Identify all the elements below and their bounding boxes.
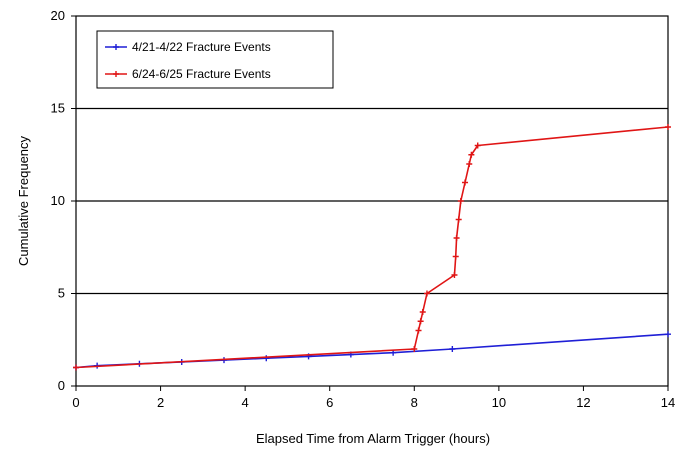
data-point-series-1-9: [449, 346, 456, 352]
x-tick-label-14: 14: [661, 395, 675, 410]
y-axis-label: Cumulative Frequency: [16, 135, 31, 266]
data-point-series-2-11: [462, 179, 469, 186]
x-tick-label-6: 6: [326, 395, 333, 410]
data-point-series-1-10: [665, 331, 671, 338]
x-tick-label-8: 8: [411, 395, 418, 410]
legend-label-series-1: 4/21-4/22 Fracture Events: [132, 40, 271, 54]
legend-label-series-2: 6/24-6/25 Fracture Events: [132, 67, 271, 81]
legend-marker-series-1: [113, 44, 119, 50]
legend: 4/21-4/22 Fracture Events 6/24-6/25 Frac…: [96, 30, 334, 89]
data-point-series-2-2: [415, 327, 422, 334]
legend-box: [96, 30, 334, 89]
data-point-series-2-13: [468, 151, 475, 158]
data-point-series-2-1: [411, 346, 418, 352]
data-point-series-2-4: [419, 309, 426, 315]
x-tick-label-4: 4: [242, 395, 249, 410]
x-tick-label-12: 12: [576, 395, 590, 410]
x-axis-label: Elapsed Time from Alarm Trigger (hours): [256, 431, 490, 446]
y-tick-label-5: 5: [58, 286, 65, 301]
x-axis-ticks: 0 2 4 6 8 10 12 14: [72, 386, 675, 410]
data-point-series-2-12: [466, 161, 473, 167]
y-tick-label-20: 20: [51, 8, 65, 23]
gridlines: [76, 107, 668, 295]
data-point-series-2-0: [73, 364, 79, 371]
y-tick-label-10: 10: [51, 193, 65, 208]
data-point-series-1-5: [263, 355, 270, 362]
data-point-series-2-14: [474, 142, 481, 149]
x-tick-label-2: 2: [157, 395, 164, 410]
series-line-2: [75, 126, 669, 369]
legend-marker-series-2: [113, 71, 119, 77]
data-point-series-2-15: [665, 124, 671, 130]
data-point-series-2-5: [423, 290, 430, 297]
data-point-series-2-9: [455, 216, 462, 223]
data-point-series-2-8: [453, 235, 460, 241]
data-point-series-2-10: [457, 198, 464, 204]
x-tick-label-0: 0: [72, 395, 79, 410]
data-point-series-2-7: [452, 253, 459, 260]
x-tick-label-10: 10: [492, 395, 506, 410]
data-point-series-2-3: [417, 318, 424, 325]
series-lines: [73, 124, 671, 371]
y-axis-ticks: 0 5 10 15 20: [51, 8, 76, 393]
data-point-series-2-6: [451, 272, 458, 278]
y-tick-label-15: 15: [51, 101, 65, 116]
y-tick-label-0: 0: [58, 378, 65, 393]
